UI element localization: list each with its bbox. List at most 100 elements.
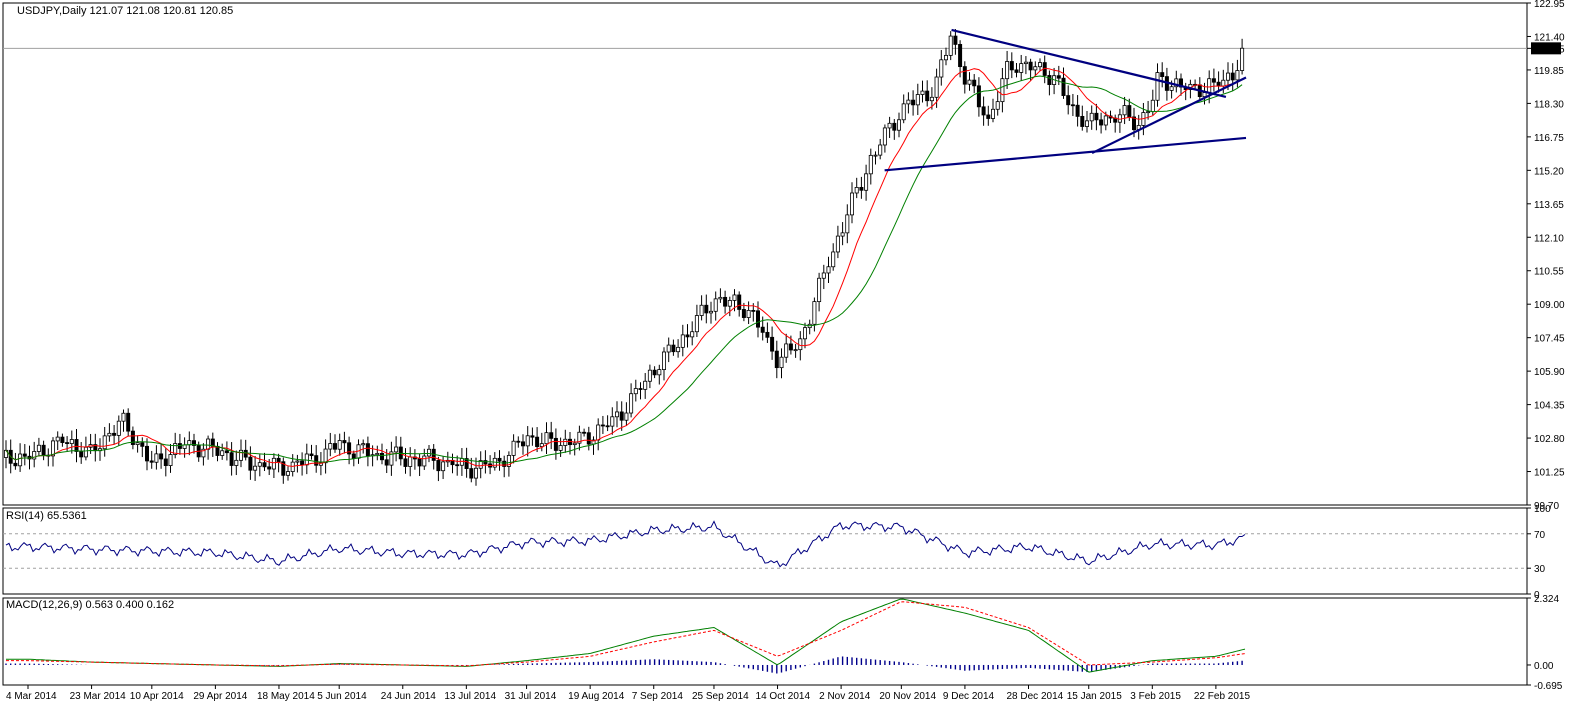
candles <box>4 29 1245 486</box>
candle-body <box>1226 72 1231 81</box>
candle-body <box>633 388 638 395</box>
candle-body <box>502 460 507 467</box>
candle-body <box>976 85 981 108</box>
rsi-tick-label: 100 <box>1534 504 1551 515</box>
candle-body <box>1028 61 1033 71</box>
candle-body <box>803 327 808 340</box>
candle-body <box>342 440 347 444</box>
candle-body <box>812 301 817 325</box>
candle-body <box>690 331 695 338</box>
trendline[interactable] <box>1091 76 1247 155</box>
candle-body <box>394 446 399 453</box>
candle-body <box>337 440 342 450</box>
candle-body <box>347 442 352 455</box>
candle-body <box>549 432 554 439</box>
time-axis: 4 Mar 2014 23 Mar 2014 10 Apr 2014 29 Apr 2… <box>6 685 1250 702</box>
trendline[interactable] <box>884 136 1247 172</box>
candle-body <box>102 435 107 450</box>
candle-body <box>1160 72 1165 77</box>
candle-body <box>756 310 761 328</box>
candle-body <box>882 127 887 146</box>
candle-body <box>1099 119 1104 126</box>
candle-body <box>1117 114 1122 123</box>
price-tick-label: 105.90 <box>1534 367 1565 378</box>
candle-body <box>1230 72 1235 81</box>
candle-body <box>892 122 897 131</box>
rsi-panel[interactable]: 100 70 30 0 <box>3 504 1551 601</box>
price-tick-label: 115.20 <box>1534 166 1564 177</box>
candle-body <box>469 468 474 479</box>
candle-body <box>652 369 657 376</box>
candle-body <box>506 455 511 467</box>
macd-signal-line <box>6 601 1246 667</box>
candle-body <box>572 442 577 446</box>
candle-body <box>351 453 356 459</box>
candle-body <box>238 449 243 461</box>
candle-body <box>328 443 333 450</box>
candle-body <box>140 442 145 447</box>
ma-red-line <box>5 67 1243 467</box>
candle-body <box>1056 75 1061 79</box>
time-tick-label: 29 Apr 2014 <box>193 691 247 702</box>
rsi-tick-label: 70 <box>1534 530 1546 541</box>
candle-body <box>144 445 149 462</box>
candle-body <box>281 461 286 476</box>
price-panel-title: USDJPY,Daily 121.07 121.08 120.81 120.85 <box>17 5 233 17</box>
candle-body <box>1202 92 1207 98</box>
candle-body <box>323 448 328 464</box>
candle-body <box>596 424 601 441</box>
candle-body <box>1000 78 1005 103</box>
candle-body <box>840 232 845 237</box>
candle-body <box>116 420 121 436</box>
price-tick-label: 109.00 <box>1534 300 1565 311</box>
time-tick-label: 22 Feb 2015 <box>1194 691 1251 702</box>
candle-body <box>850 192 855 216</box>
candle-body <box>944 54 949 61</box>
candle-body <box>539 443 544 447</box>
rsi-panel-title: RSI(14) 65.5361 <box>6 510 87 522</box>
candle-body <box>1070 104 1075 107</box>
candle-body <box>173 443 178 455</box>
candle-body <box>379 452 384 461</box>
candle-body <box>473 467 478 479</box>
candle-body <box>1094 112 1099 121</box>
time-tick-label: 20 Nov 2014 <box>879 691 936 702</box>
candle-body <box>107 432 112 437</box>
candle-body <box>770 336 775 352</box>
candle-body <box>41 444 46 456</box>
price-tick-label: 101.25 <box>1534 468 1565 479</box>
candle-body <box>727 300 732 307</box>
candle-body <box>619 411 624 421</box>
candle-body <box>948 35 953 56</box>
candle-body <box>821 272 826 279</box>
candle-body <box>300 460 305 466</box>
candle-body <box>234 459 239 466</box>
candle-body <box>991 108 996 119</box>
price-tick-label: 102.80 <box>1534 434 1565 445</box>
macd-panel[interactable]: 2.324 0.00 -0.695 <box>5 594 1563 692</box>
time-tick-label: 25 Sep 2014 <box>692 691 749 702</box>
candle-body <box>22 453 27 457</box>
candle-body <box>1216 81 1221 87</box>
candle-body <box>215 445 220 456</box>
price-tick-label: 119.85 <box>1534 66 1564 77</box>
candle-body <box>657 369 662 376</box>
trendline[interactable] <box>951 28 1227 98</box>
candle-body <box>441 461 446 472</box>
candle-body <box>929 96 934 102</box>
candle-body <box>911 99 916 106</box>
candle-body <box>709 310 714 314</box>
candle-body <box>18 453 23 467</box>
candle-body <box>159 453 164 460</box>
candle-body <box>13 462 18 467</box>
candle-body <box>112 432 117 436</box>
candle-body <box>206 438 211 450</box>
candle-body <box>647 369 652 382</box>
candle-body <box>1089 112 1094 122</box>
candle-body <box>262 462 267 468</box>
candle-body <box>699 304 704 316</box>
candle-body <box>361 443 366 446</box>
time-tick-label: 31 Jul 2014 <box>505 691 557 702</box>
